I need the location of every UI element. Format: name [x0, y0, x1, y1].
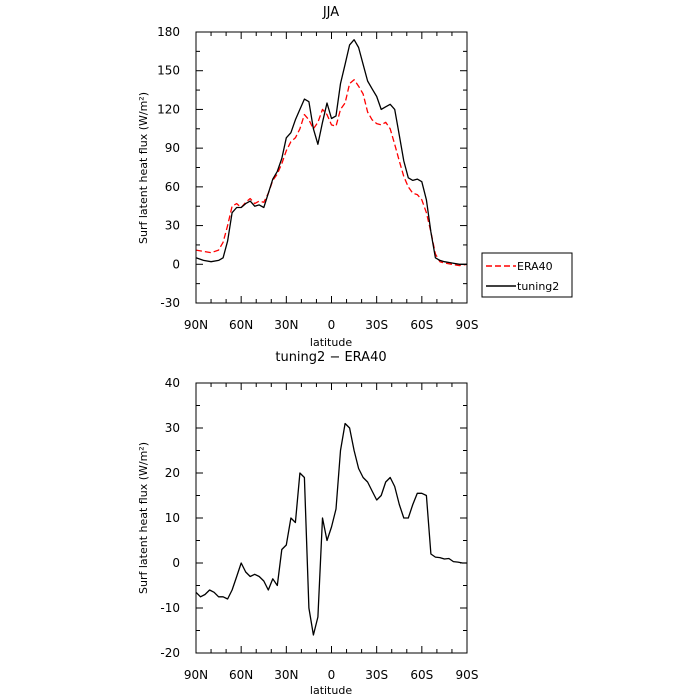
x-tick-label: 60N	[229, 668, 253, 682]
y-tick-label: 20	[165, 466, 180, 480]
x-tick-label: 30S	[365, 318, 388, 332]
y-tick-label: 150	[157, 64, 180, 78]
x-tick-label: 0	[328, 668, 336, 682]
x-tick-label: 30N	[274, 668, 298, 682]
panel-jja: JJA latitude Surf latent heat flux (W/m²…	[137, 5, 478, 349]
y-axis-label: Surf latent heat flux (W/m²)	[137, 442, 150, 594]
y-tick-label: 90	[165, 141, 180, 155]
series-line-era40	[195, 79, 468, 267]
x-tick-label: 60S	[410, 318, 433, 332]
y-tick-label: 40	[165, 376, 180, 390]
y-tick-label: -20	[160, 646, 180, 660]
y-axis-label: Surf latent heat flux (W/m²)	[137, 92, 150, 244]
y-tick-label: 120	[157, 102, 180, 116]
y-tick-label: 60	[165, 180, 180, 194]
x-tick-label: 90S	[456, 668, 479, 682]
x-axis-label: latitude	[310, 684, 352, 697]
legend-label-era40: ERA40	[517, 260, 553, 273]
series-line-difference	[195, 422, 467, 636]
chart-title: tuning2 − ERA40	[275, 350, 386, 365]
y-tick-label: -10	[160, 601, 180, 615]
x-tick-label: 90S	[456, 318, 479, 332]
plot-frame	[195, 382, 468, 654]
x-tick-label: 0	[328, 318, 336, 332]
x-axis-label: latitude	[310, 336, 352, 349]
chart-title: JJA	[322, 5, 339, 20]
x-tick-label: 30S	[365, 668, 388, 682]
x-tick-label: 30N	[274, 318, 298, 332]
x-tick-label: 60S	[410, 668, 433, 682]
x-tick-label: 60N	[229, 318, 253, 332]
y-tick-label: 0	[172, 257, 180, 271]
legend-label-tuning2: tuning2	[517, 280, 559, 293]
y-tick-label: 180	[157, 25, 180, 39]
x-tick-label: 90N	[184, 668, 208, 682]
y-tick-label: 10	[165, 511, 180, 525]
y-tick-label: -30	[160, 296, 180, 310]
x-tick-label: 90N	[184, 318, 208, 332]
y-tick-label: 30	[165, 219, 180, 233]
series-line-tuning2	[195, 39, 467, 265]
legend-box	[481, 252, 573, 298]
legend: ERA40 tuning2	[481, 252, 573, 298]
y-tick-label: 0	[172, 556, 180, 570]
panel-difference: tuning2 − ERA40 latitude Surf latent hea…	[137, 350, 478, 697]
plot-frame	[195, 31, 468, 304]
y-tick-label: 30	[165, 421, 180, 435]
